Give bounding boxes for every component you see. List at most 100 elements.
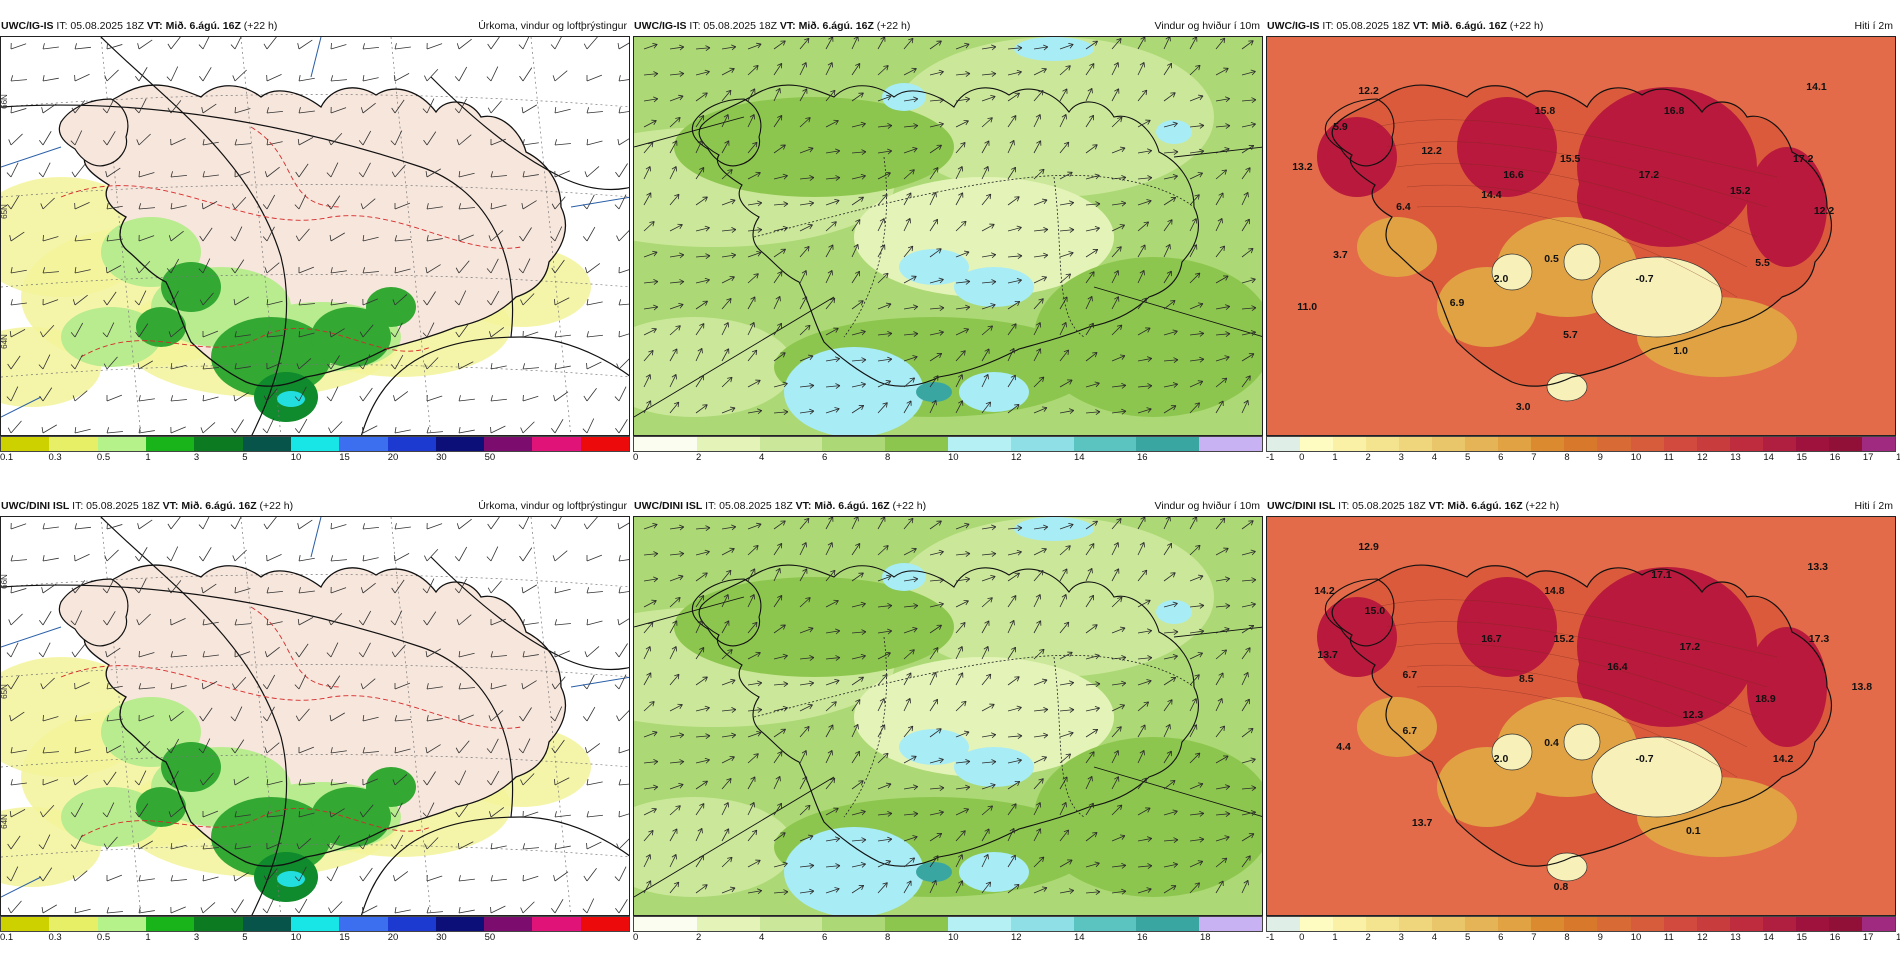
colorbar-tick-label: 0 (633, 932, 638, 943)
panel-title: Úrkoma, vindur og loftþrýstingur (478, 16, 627, 36)
colorbar-segment (1432, 437, 1465, 451)
temperature-value-label: 3.7 (1333, 249, 1348, 261)
temperature-value-label: 17.2 (1680, 641, 1700, 653)
temperature-value-label: 5.5 (1755, 257, 1770, 269)
colorbar-tick-label: 16 (1830, 452, 1841, 463)
temperature-value-label: 14.2 (1773, 753, 1793, 765)
colorbar-segment (1730, 917, 1763, 931)
colorbar-segment (1763, 437, 1796, 451)
colorbar-segment (1300, 917, 1333, 931)
panel-title: Úrkoma, vindur og loftþrýstingur (478, 496, 627, 516)
colorbar-segment (532, 917, 580, 931)
colorbar-segment (1564, 437, 1597, 451)
colorbar-segment (388, 917, 436, 931)
panel-run-info: UWC/DINI ISL IT: 05.08.2025 18Z VT: Mið.… (634, 496, 926, 516)
colorbar-tick-label: 17 (1863, 452, 1874, 463)
colorbar-segment (1829, 437, 1862, 451)
panel-title: Vindur og hviður í 10m (1155, 496, 1260, 516)
colorbar-segment (1465, 917, 1498, 931)
temperature-value-label: 8.5 (1519, 673, 1534, 685)
map-area[interactable] (633, 516, 1263, 916)
temp-map-svg (1267, 517, 1896, 916)
temperature-value-label: 16.6 (1503, 169, 1523, 181)
valid-time: VT: Mið. 6.ágú. 16Z (796, 500, 890, 512)
temperature-value-label: 11.0 (1297, 301, 1317, 313)
lead-time: (+22 h) (1526, 500, 1560, 512)
colorbar-tick-label: 9 (1598, 932, 1603, 943)
colorbar-segment (1531, 917, 1564, 931)
temperature-value-label: 12.2 (1814, 205, 1834, 217)
valid-time: VT: Mið. 6.ágú. 16Z (1429, 500, 1523, 512)
latitude-label: 64N (0, 814, 9, 829)
panel-title: Hiti í 2m (1854, 496, 1893, 516)
temperature-value-label: 14.8 (1544, 585, 1564, 597)
colorbar-tick-label: 16 (1830, 932, 1841, 943)
colorbar-segment (1, 917, 49, 931)
colorbar-legend (1266, 436, 1896, 452)
latitude-label: 66N (0, 94, 9, 109)
colorbar-tick-label: 16 (1137, 452, 1148, 463)
panel-title: Hiti í 2m (1854, 16, 1893, 36)
temperature-value-label: 14.2 (1314, 585, 1334, 597)
colorbar-tick-label: 14 (1074, 932, 1085, 943)
colorbar-segment (634, 437, 697, 451)
model-name: UWC/DINI ISL (1, 500, 69, 512)
colorbar-tick-label: -1 (1266, 452, 1274, 463)
colorbar-tick-label: 5 (1465, 932, 1470, 943)
colorbar-segment (1011, 437, 1074, 451)
colorbar-tick-label: 12 (1011, 452, 1022, 463)
panel-header: UWC/IG-IS IT: 05.08.2025 18Z VT: Mið. 6.… (633, 16, 1263, 36)
colorbar-segment (1796, 437, 1829, 451)
colorbar-segment (1333, 437, 1366, 451)
latitude-label: 66N (0, 574, 9, 589)
colorbar-segment (291, 917, 339, 931)
temperature-value-label: 1.0 (1673, 345, 1688, 357)
colorbar-tick-label: 6 (822, 452, 827, 463)
init-time: IT: 05.08.2025 18Z (72, 500, 160, 512)
colorbar-segment (634, 917, 697, 931)
colorbar-segment (1267, 437, 1300, 451)
colorbar-tick-label: 3 (194, 932, 199, 943)
colorbar-segment (484, 917, 532, 931)
colorbar-segment (1074, 437, 1137, 451)
colorbar-tick-label: 3 (1399, 932, 1404, 943)
temperature-value-label: 12.3 (1683, 709, 1703, 721)
colorbar-segment (697, 437, 760, 451)
map-area[interactable] (633, 36, 1263, 436)
colorbar-tick-label: 10 (1631, 452, 1642, 463)
colorbar-segment (49, 917, 97, 931)
temperature-value-label: 13.8 (1852, 681, 1872, 693)
colorbar-tick-label: 18 (1896, 932, 1900, 943)
model-name: UWC/DINI ISL (634, 500, 702, 512)
colorbar-tick-label: 10 (948, 932, 959, 943)
colorbar-tick-label: 7 (1531, 452, 1536, 463)
colorbar-segment (581, 917, 629, 931)
colorbar-segment (1300, 437, 1333, 451)
colorbar-tick-label: 1 (145, 452, 150, 463)
temperature-value-label: 3.0 (1516, 401, 1531, 413)
colorbar-tick-label: 5 (1465, 452, 1470, 463)
lead-time: (+22 h) (877, 20, 911, 32)
colorbar-tick-label: 1 (1332, 452, 1337, 463)
colorbar-tick-label: 12 (1697, 932, 1708, 943)
temperature-value-label: 12.2 (1421, 145, 1441, 157)
colorbar-tick-label: 6 (822, 932, 827, 943)
panel-header: UWC/DINI ISL IT: 05.08.2025 18Z VT: Mið.… (1266, 496, 1896, 516)
colorbar-segment (1829, 917, 1862, 931)
colorbar-legend (633, 436, 1263, 452)
temperature-value-label: 16.7 (1481, 633, 1501, 645)
colorbar-segment (1, 437, 49, 451)
colorbar-segment (1399, 917, 1432, 931)
colorbar-segment (1697, 437, 1730, 451)
lead-time: (+22 h) (1510, 20, 1544, 32)
valid-time: VT: Mið. 6.ágú. 16Z (780, 20, 874, 32)
temperature-value-label: 13.7 (1412, 817, 1432, 829)
